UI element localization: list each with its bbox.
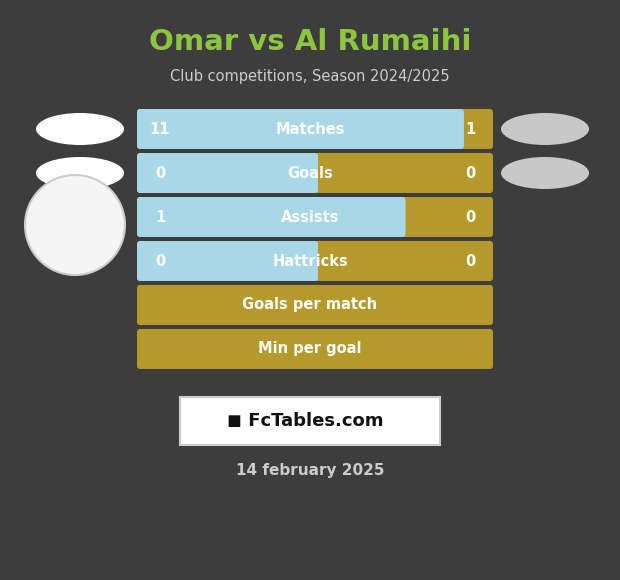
FancyBboxPatch shape <box>137 329 493 369</box>
Ellipse shape <box>36 157 124 189</box>
Text: 0: 0 <box>155 165 165 180</box>
FancyBboxPatch shape <box>137 197 493 237</box>
Text: 0: 0 <box>155 253 165 269</box>
Text: 11: 11 <box>150 121 170 136</box>
Ellipse shape <box>501 113 589 145</box>
Text: 0: 0 <box>465 253 475 269</box>
FancyBboxPatch shape <box>137 197 405 237</box>
Text: 14 february 2025: 14 february 2025 <box>236 462 384 477</box>
FancyBboxPatch shape <box>137 285 493 325</box>
FancyBboxPatch shape <box>137 153 318 193</box>
Text: Hattricks: Hattricks <box>272 253 348 269</box>
FancyBboxPatch shape <box>137 109 464 149</box>
Ellipse shape <box>501 157 589 189</box>
Text: Goals: Goals <box>287 165 333 180</box>
FancyBboxPatch shape <box>137 109 493 149</box>
FancyBboxPatch shape <box>137 241 493 281</box>
Text: Matches: Matches <box>275 121 345 136</box>
Text: Omar vs Al Rumaihi: Omar vs Al Rumaihi <box>149 28 471 56</box>
Text: 1: 1 <box>465 121 475 136</box>
Ellipse shape <box>36 113 124 145</box>
Text: 0: 0 <box>465 165 475 180</box>
FancyBboxPatch shape <box>137 241 318 281</box>
Text: 1: 1 <box>155 209 165 224</box>
Text: Club competitions, Season 2024/2025: Club competitions, Season 2024/2025 <box>170 68 450 84</box>
Circle shape <box>25 175 125 275</box>
FancyBboxPatch shape <box>180 397 440 445</box>
Text: Min per goal: Min per goal <box>259 342 361 357</box>
Text: 0: 0 <box>465 209 475 224</box>
Text: ◼ FcTables.com: ◼ FcTables.com <box>227 412 383 430</box>
FancyBboxPatch shape <box>137 153 493 193</box>
Text: Goals per match: Goals per match <box>242 298 378 313</box>
Text: Assists: Assists <box>281 209 339 224</box>
